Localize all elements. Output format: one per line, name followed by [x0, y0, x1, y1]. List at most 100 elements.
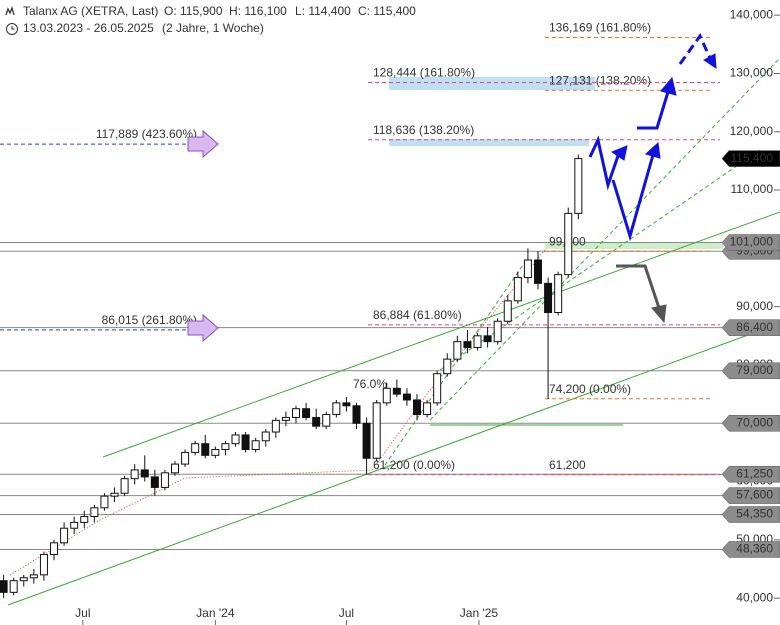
candle-body — [70, 521, 79, 529]
x-tick-label: Jul — [339, 606, 354, 620]
fib-label: 136,169 (161.80%) — [549, 21, 651, 35]
level-tag — [721, 234, 780, 251]
ohlc-value: H: 116,100 — [229, 4, 287, 18]
candle-body — [312, 416, 321, 427]
arrow-head — [610, 145, 628, 161]
fib-label: 61,200 (0.00%) — [373, 458, 455, 472]
candle-body — [382, 387, 391, 404]
candle-body — [534, 259, 543, 284]
candle-body — [140, 469, 149, 478]
candle-body — [201, 443, 210, 456]
level-tag — [721, 487, 780, 504]
candle-body — [191, 443, 200, 453]
candle-body — [80, 516, 89, 523]
candle-body — [463, 341, 472, 348]
candle-body — [402, 393, 411, 401]
candle-body — [50, 542, 59, 555]
candle-body — [241, 434, 250, 451]
candle-body — [281, 416, 290, 421]
arrow-head — [703, 53, 717, 69]
level-tag — [721, 541, 780, 558]
candle-body — [0, 580, 8, 593]
forecast-path — [616, 264, 661, 309]
trend-lines — [7, 57, 780, 606]
channel-line — [439, 149, 761, 371]
candle-body — [473, 335, 482, 348]
fib-label: 118,636 (138.20%) — [373, 123, 474, 137]
candle-body — [322, 414, 331, 427]
arrow-head — [645, 141, 661, 159]
level-tag-label: 61,250 — [736, 466, 773, 480]
candle-body — [19, 577, 28, 582]
forecast-path — [678, 33, 712, 65]
fib-label: 128,444 (161.80%) — [373, 66, 475, 80]
y-tick-label: 40,000 — [736, 590, 773, 604]
candle-body — [372, 402, 381, 459]
period: (2 Jahre, 1 Woche) — [162, 21, 264, 35]
x-tick-label: Jul — [75, 606, 90, 620]
price-tag-label: 115,400 — [731, 151, 774, 165]
forecast-path — [588, 135, 622, 191]
ohlc-value: L: 114,400 — [295, 4, 351, 18]
forecast-path — [637, 91, 670, 130]
candle-body — [110, 492, 119, 497]
candle-body — [554, 274, 563, 313]
level-tag-label: 48,360 — [736, 542, 773, 556]
fib-label: 117,889 (423.60%) — [96, 127, 197, 141]
candle-body — [423, 402, 432, 416]
arrow-head — [651, 304, 667, 324]
fib-label: 86,015 (261.80%) — [102, 313, 197, 327]
candle-body — [120, 478, 129, 494]
candle-body — [130, 469, 139, 480]
candle-body — [443, 358, 452, 375]
level-tag — [721, 506, 780, 523]
candle-body — [60, 527, 69, 544]
candle-body — [9, 580, 18, 593]
candle-body — [413, 399, 422, 416]
ohlc-value: C: 115,400 — [358, 4, 416, 18]
x-tick-label: Jan '25 — [460, 606, 499, 620]
candle-body — [544, 282, 553, 313]
channel-line — [102, 211, 780, 458]
fib-label: 86,884 (61.80%) — [373, 308, 462, 322]
date-range: 13.03.2023 - 26.05.2025 — [23, 21, 154, 35]
clock-icon — [11, 26, 15, 30]
candle-body — [221, 443, 230, 451]
level-tag — [721, 466, 780, 483]
forecast-path — [611, 154, 655, 242]
level-tag-label: 79,000 — [736, 363, 773, 377]
candle-body — [503, 300, 512, 322]
y-tick-label: 130,000 — [730, 66, 774, 80]
candle-body — [302, 408, 311, 418]
candle-body — [261, 431, 270, 442]
level-tag-label: 54,350 — [736, 507, 773, 521]
candle-body — [160, 472, 169, 488]
level-tag — [721, 319, 780, 336]
forecast — [588, 33, 717, 324]
candle-body — [271, 419, 280, 433]
y-tick-label: 140,000 — [730, 7, 774, 21]
candle-body — [29, 574, 38, 579]
fib-label: 61,200 — [549, 458, 586, 472]
channel-line — [7, 334, 749, 606]
candle-body — [150, 476, 159, 488]
level-tag — [721, 362, 780, 380]
retracement-line — [371, 249, 546, 471]
level-tag-label: 70,000 — [736, 415, 773, 429]
channel-line — [384, 261, 526, 466]
header-bg — [0, 0, 430, 38]
fib-label: 74,200 (0.00%) — [549, 382, 631, 396]
candle-body — [574, 158, 583, 214]
candle-body — [211, 449, 220, 456]
candle-body — [342, 402, 351, 407]
candle-body — [523, 259, 532, 279]
ohlc-value: O: 115,900 — [164, 4, 223, 18]
y-tick-label: 120,000 — [730, 124, 774, 138]
candle-body — [453, 341, 462, 360]
candle-body — [564, 212, 573, 276]
y-tick-label: 90,000 — [736, 299, 773, 313]
candle-body — [483, 335, 492, 343]
candle-body — [292, 408, 301, 418]
